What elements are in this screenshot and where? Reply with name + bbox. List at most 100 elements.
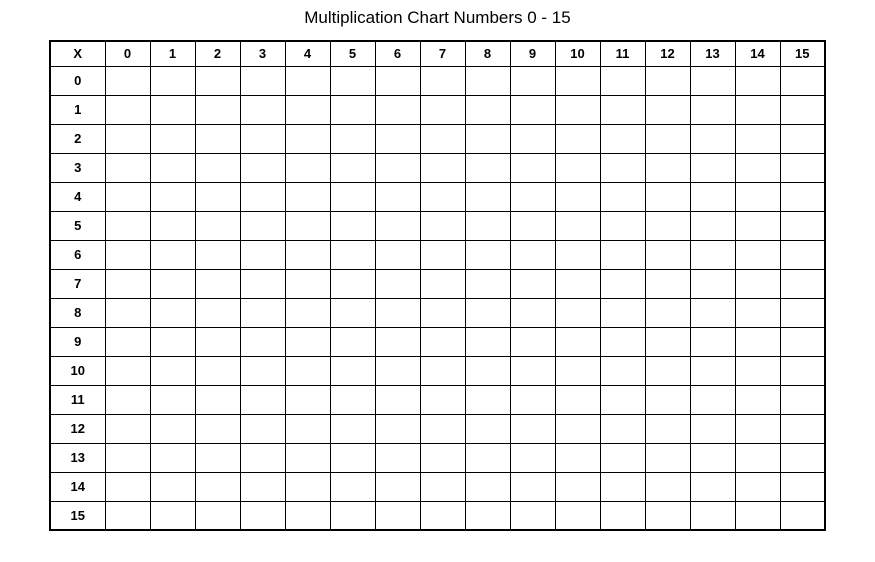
cell (105, 153, 150, 182)
cell (735, 298, 780, 327)
row-header: 10 (50, 356, 105, 385)
col-header: 14 (735, 41, 780, 66)
cell (465, 356, 510, 385)
row-header: 0 (50, 66, 105, 95)
table-row: 8 (50, 298, 825, 327)
row-header: 6 (50, 240, 105, 269)
cell (510, 327, 555, 356)
cell (375, 211, 420, 240)
cell (465, 414, 510, 443)
row-header: 9 (50, 327, 105, 356)
cell (105, 356, 150, 385)
table-row: 14 (50, 472, 825, 501)
cell (555, 211, 600, 240)
cell (735, 385, 780, 414)
cell (375, 153, 420, 182)
col-header: 12 (645, 41, 690, 66)
cell (105, 124, 150, 153)
cell (465, 327, 510, 356)
cell (375, 414, 420, 443)
cell (150, 66, 195, 95)
cell (510, 211, 555, 240)
cell (105, 414, 150, 443)
table-row: 4 (50, 182, 825, 211)
cell (105, 327, 150, 356)
cell (420, 95, 465, 124)
row-header: 5 (50, 211, 105, 240)
cell (195, 95, 240, 124)
cell (690, 443, 735, 472)
cell (375, 269, 420, 298)
cell (780, 211, 825, 240)
cell (465, 124, 510, 153)
cell (330, 95, 375, 124)
cell (150, 443, 195, 472)
col-header: 6 (375, 41, 420, 66)
cell (645, 472, 690, 501)
cell (420, 472, 465, 501)
cell (195, 385, 240, 414)
cell (690, 182, 735, 211)
cell (510, 298, 555, 327)
cell (240, 443, 285, 472)
cell (330, 182, 375, 211)
cell (690, 327, 735, 356)
cell (735, 240, 780, 269)
row-header: 14 (50, 472, 105, 501)
cell (780, 153, 825, 182)
cell (330, 269, 375, 298)
table-row: 11 (50, 385, 825, 414)
cell (150, 472, 195, 501)
cell (240, 95, 285, 124)
cell (735, 443, 780, 472)
table-header-row: X 0 1 2 3 4 5 6 7 8 9 10 11 12 13 14 15 (50, 41, 825, 66)
table-row: 9 (50, 327, 825, 356)
table-row: 1 (50, 95, 825, 124)
cell (375, 240, 420, 269)
cell (420, 414, 465, 443)
cell (735, 356, 780, 385)
col-header: 1 (150, 41, 195, 66)
cell (735, 501, 780, 530)
cell (510, 124, 555, 153)
cell (645, 298, 690, 327)
cell (600, 385, 645, 414)
cell (555, 327, 600, 356)
table-row: 3 (50, 153, 825, 182)
cell (285, 240, 330, 269)
cell (420, 211, 465, 240)
table-row: 7 (50, 269, 825, 298)
cell (150, 182, 195, 211)
cell (645, 66, 690, 95)
cell (195, 211, 240, 240)
cell (510, 501, 555, 530)
cell (420, 443, 465, 472)
cell (420, 153, 465, 182)
cell (240, 385, 285, 414)
cell (645, 240, 690, 269)
cell (195, 153, 240, 182)
cell (420, 385, 465, 414)
cell (600, 414, 645, 443)
cell (375, 298, 420, 327)
cell (600, 501, 645, 530)
cell (105, 385, 150, 414)
cell (600, 153, 645, 182)
cell (735, 414, 780, 443)
cell (420, 298, 465, 327)
cell (690, 240, 735, 269)
cell (690, 298, 735, 327)
cell (105, 298, 150, 327)
cell (690, 66, 735, 95)
cell (330, 327, 375, 356)
cell (645, 269, 690, 298)
cell (465, 298, 510, 327)
cell (465, 95, 510, 124)
table-row: 5 (50, 211, 825, 240)
cell (195, 472, 240, 501)
cell (195, 269, 240, 298)
table-body: 0 1 2 3 4 5 6 7 8 9 10 11 12 13 14 15 (50, 66, 825, 530)
cell (465, 211, 510, 240)
cell (420, 66, 465, 95)
cell (420, 269, 465, 298)
